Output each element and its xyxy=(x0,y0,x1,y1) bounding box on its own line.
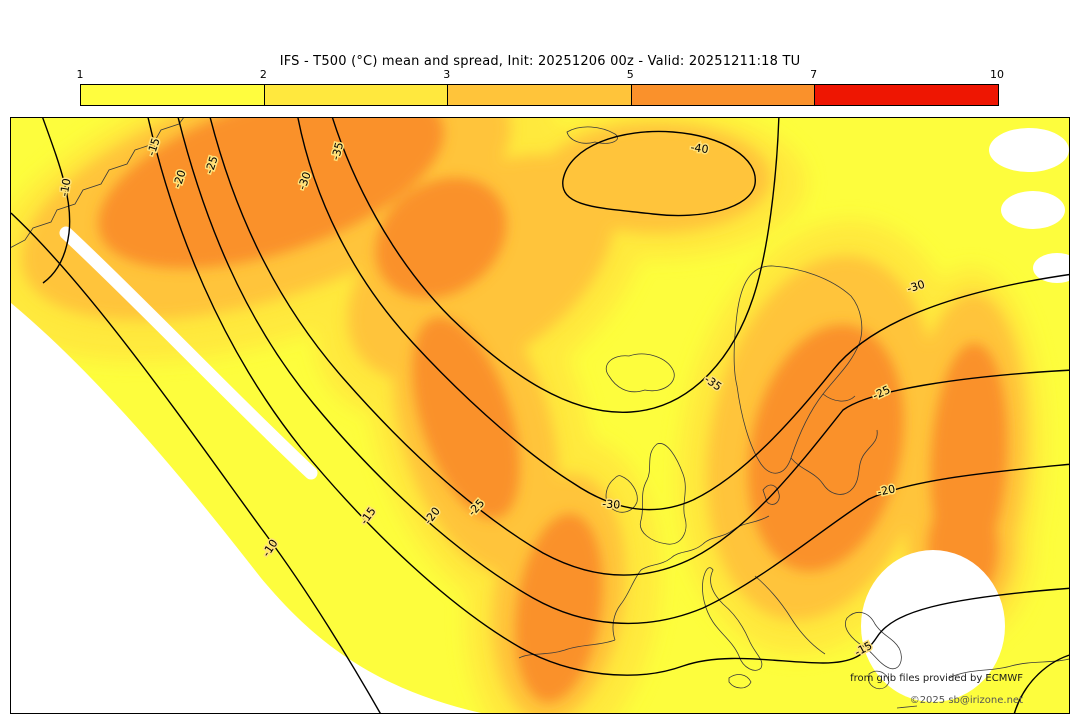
credit-copyright: ©2025 sb@irizone.net xyxy=(910,695,1023,706)
spread-colorbar xyxy=(80,84,999,106)
coast-iberia xyxy=(518,639,616,659)
contour-minus15 xyxy=(147,118,1069,676)
coast-adriatic xyxy=(754,575,826,655)
coastlines xyxy=(11,118,1069,709)
coast-denmark xyxy=(762,484,780,505)
contour-label: -40 xyxy=(690,141,710,156)
colorbar-segment xyxy=(631,85,816,105)
coast-great-britain xyxy=(639,443,687,545)
legend-tick: 3 xyxy=(443,68,451,81)
contour-minus40 xyxy=(562,130,756,217)
map-canvas: -10 -15 -20 -25 -35 -30 -40 -35 -30 -25 … xyxy=(11,118,1069,713)
contour-minus25 xyxy=(209,118,1069,576)
contour-minus10-nw xyxy=(42,118,71,284)
coast-iceland xyxy=(605,353,675,393)
coast-peloponnese xyxy=(868,670,890,690)
coast-north-sea xyxy=(612,515,770,641)
credit-ecmwf: from grib files provided by ECMWF xyxy=(850,673,1023,684)
coast-baltic xyxy=(790,429,878,495)
contour-minus35 xyxy=(331,118,780,413)
chart-title: IFS - T500 (°C) mean and spread, Init: 2… xyxy=(279,54,801,69)
legend-tick-row: 1 2 3 5 7 10 xyxy=(76,68,1005,82)
contour-label: -35 xyxy=(329,141,346,162)
coast-svalbard xyxy=(566,126,618,144)
coast-greece xyxy=(845,611,902,670)
legend-tick: 2 xyxy=(259,68,267,81)
contour-label: -10 xyxy=(58,177,74,197)
coast-sicily xyxy=(728,674,752,689)
spread-below-min xyxy=(11,128,1069,713)
legend-tick: 5 xyxy=(626,68,634,81)
contour-minus10 xyxy=(11,212,381,713)
contour-label: -20 xyxy=(876,482,896,498)
colorbar-segment xyxy=(264,85,449,105)
colorbar-segment xyxy=(815,85,998,105)
contour-minus10-se xyxy=(1013,654,1069,713)
legend-tick: 10 xyxy=(990,68,1004,81)
coast-greenland xyxy=(11,118,184,248)
legend-tick: 1 xyxy=(76,68,84,81)
contour-label: -30 xyxy=(602,497,621,511)
contour-minus30 xyxy=(297,118,1069,511)
contour-minus20 xyxy=(177,118,1069,625)
coast-gulf-finland xyxy=(822,393,856,402)
spread-band-5-7 xyxy=(98,118,1008,703)
coast-ireland xyxy=(605,475,638,513)
mean-contours xyxy=(11,118,1069,713)
colorbar-segment xyxy=(81,85,265,105)
legend-tick: 7 xyxy=(810,68,818,81)
forecast-map: -10 -15 -20 -25 -35 -30 -40 -35 -30 -25 … xyxy=(10,117,1070,714)
coast-italy xyxy=(702,567,763,671)
coast-crete xyxy=(896,705,918,709)
colorbar-segment xyxy=(448,85,632,105)
